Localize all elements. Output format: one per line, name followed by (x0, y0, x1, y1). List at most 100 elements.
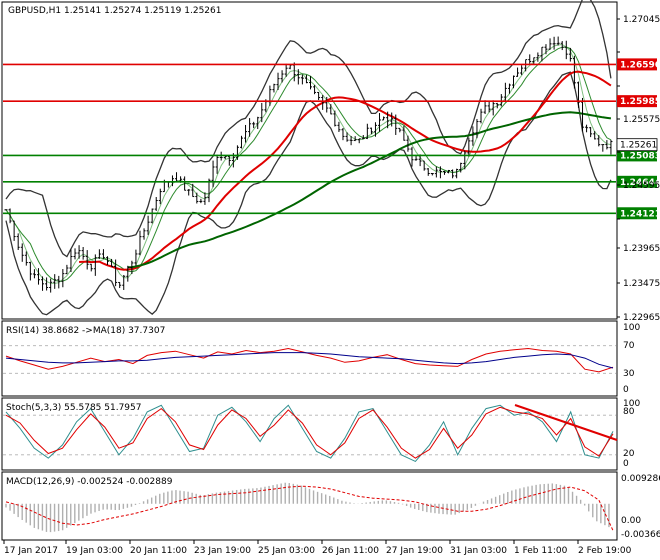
price-bar (89, 263, 93, 272)
price-bar (491, 100, 495, 116)
level-label: 1.25083 (620, 151, 660, 161)
x-tick-label: 23 Jan 19:00 (194, 546, 251, 556)
price-bar (406, 135, 410, 152)
price-bar (16, 233, 20, 251)
price-bar (398, 127, 402, 133)
price-bar (150, 208, 154, 224)
price-bar (390, 112, 394, 127)
stoch-trendline (514, 404, 618, 441)
price-bar (524, 59, 528, 72)
stoch-title: Stoch(5,3,3) 55.5785 51.7957 (6, 403, 141, 413)
price-bar (215, 154, 219, 174)
level-label: 1.25985 (620, 97, 660, 107)
rsi-panel: 100 70 30 0 RSI(14) 38.8682 ->MA(18) 37.730… (1, 320, 640, 397)
rsi-title: RSI(14) 38.8682 ->MA(18) 37.7307 (6, 326, 165, 336)
price-bar (528, 54, 532, 64)
y-tick-label: 30 (623, 369, 635, 379)
price-bar (272, 83, 276, 93)
price-bar (256, 116, 260, 130)
price-bar (438, 166, 442, 179)
price-bar (601, 144, 605, 152)
price-bar (313, 85, 317, 95)
price-bar (556, 36, 560, 46)
rsi-grid (3, 345, 616, 374)
price-bar (345, 132, 349, 142)
price-bar (118, 281, 122, 289)
y-tick-label: 1.22965 (623, 313, 660, 323)
price-bar (442, 170, 446, 175)
x-tick-label: 27 Jan 19:00 (386, 546, 443, 556)
price-bar (28, 261, 32, 281)
price-bar (260, 102, 264, 123)
price-bar (122, 274, 126, 290)
price-bar (85, 250, 89, 270)
x-tick-label: 31 Jan 03:00 (450, 546, 507, 556)
price-bar (49, 278, 53, 293)
price-bar (300, 74, 304, 85)
level-tag (617, 58, 657, 71)
price-bar (284, 63, 288, 77)
price-bar (77, 245, 81, 259)
price-bar (321, 95, 325, 110)
current-price-label: 1.25261 (620, 141, 657, 151)
x-tick-label: 17 Jan 2017 (4, 546, 58, 556)
price-bar (365, 123, 369, 140)
price-bar (81, 246, 85, 260)
price-bar (386, 111, 390, 129)
macd-title: MACD(12,26,9) -0.002524 -0.002889 (6, 477, 173, 487)
level-tag (617, 207, 657, 220)
price-panel-frame (1, 1, 618, 320)
macd-panel-frame (1, 471, 618, 541)
price-bar (581, 97, 585, 132)
price-bar (422, 160, 426, 171)
ma-slow (127, 111, 612, 269)
price-bar (93, 254, 97, 276)
price-bar (568, 47, 572, 62)
price-bar (106, 256, 109, 266)
price-bar (516, 67, 520, 77)
level-label: 1.26596 (620, 60, 660, 70)
price-bar (483, 100, 487, 114)
price-bar (341, 127, 345, 141)
price-bar (280, 70, 284, 83)
price-title: GBPUSD,H1 1.25141 1.25274 1.25119 1.2526… (8, 6, 221, 16)
price-bar (361, 135, 365, 140)
y-tick-label: 100 (623, 323, 640, 333)
price-bar (507, 83, 511, 94)
price-bar (195, 192, 199, 204)
price-bar (459, 162, 463, 173)
x-tick-label: 1 Feb 11:00 (514, 546, 568, 556)
price-bar (101, 249, 105, 259)
price-bar (158, 188, 162, 205)
price-bar (276, 72, 280, 90)
price-bar (357, 138, 361, 144)
price-bar (499, 94, 503, 107)
y-tick-label: 70 (623, 341, 635, 351)
price-bar (138, 230, 142, 256)
price-bar (552, 36, 556, 50)
price-bar (65, 264, 69, 275)
price-bar (203, 192, 207, 205)
price-bar (227, 155, 231, 166)
level-label: 1.24121 (620, 209, 660, 219)
price-bar (235, 145, 239, 160)
macd-y-axis: 0.009286 0.00 -0.003662 (621, 474, 660, 540)
price-bar (126, 265, 130, 282)
ma-fast-2 (5, 46, 612, 282)
y-tick-label: 1.25575 (623, 115, 660, 125)
price-bar (487, 101, 491, 113)
macd-histogram (5, 482, 610, 533)
current-price-tag (616, 138, 658, 152)
price-bar (252, 121, 256, 129)
price-bar (597, 135, 601, 147)
y-tick-label: 0 (623, 459, 629, 469)
level-tag (617, 149, 657, 162)
price-bar (373, 122, 377, 137)
price-bar (418, 154, 422, 167)
price-bar (61, 269, 65, 288)
price-bar (244, 124, 248, 143)
price-bar (309, 76, 312, 90)
